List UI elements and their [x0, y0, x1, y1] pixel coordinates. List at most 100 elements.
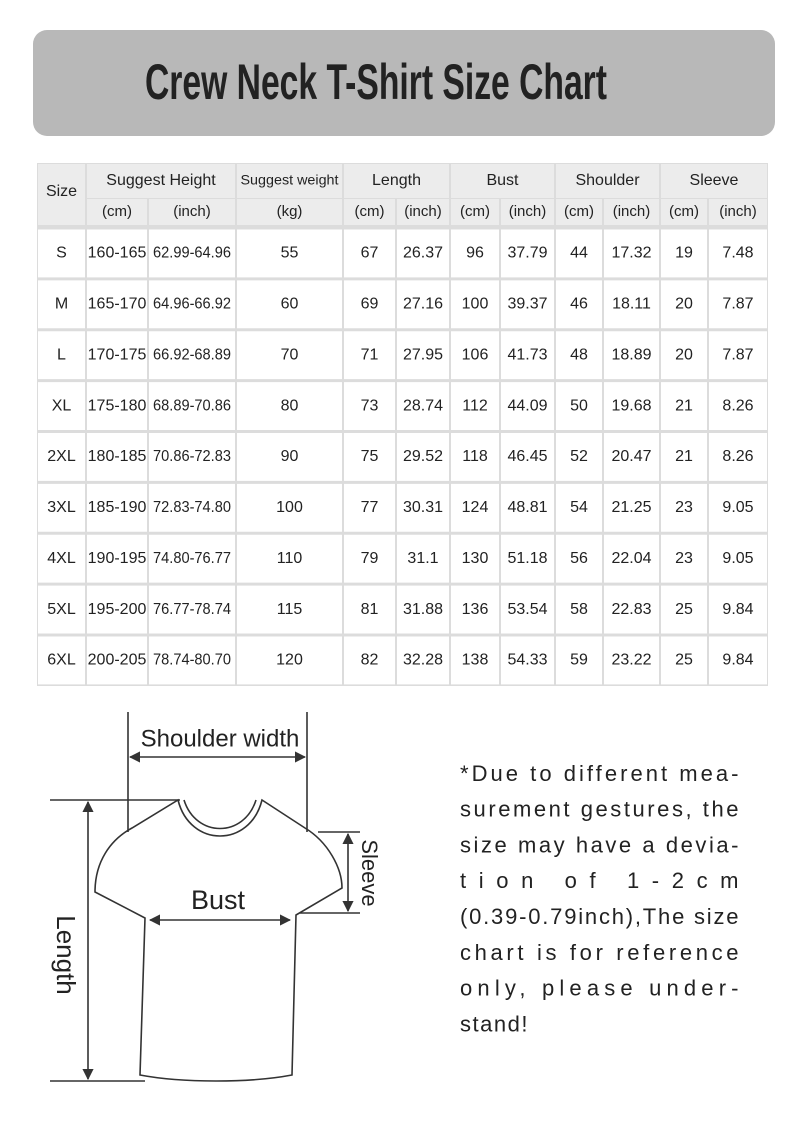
cell: [604, 382, 659, 430]
cell-value: 90: [281, 448, 299, 465]
cell: [501, 280, 554, 329]
cell: [556, 433, 602, 481]
column-header: Length: [372, 172, 421, 189]
size-label: 6XL: [47, 652, 76, 669]
cell-value: 190-195: [88, 550, 147, 567]
cell-value: 78.74-80.70: [153, 652, 231, 669]
cell-value: 76.77-78.74: [153, 601, 231, 618]
unit-label: (cm): [669, 203, 699, 220]
cell: [344, 331, 395, 380]
cell-value: 100: [462, 296, 489, 313]
cell-value: 64.96-66.92: [153, 296, 231, 313]
cell: [87, 331, 147, 380]
cell-value: 62.99-64.96: [153, 245, 231, 262]
cell-value: 69: [361, 296, 379, 313]
cell: [237, 229, 342, 278]
cell: [709, 331, 767, 380]
cell-value: 81: [361, 601, 379, 618]
cell: [661, 534, 707, 583]
header-cell: [661, 164, 767, 198]
cell-value: 75: [361, 448, 379, 465]
cell-value: 19: [675, 245, 693, 262]
cell-value: 66.92-68.89: [153, 346, 231, 363]
cell-value: 54.33: [507, 652, 547, 669]
note-line: tion of 1-2cm: [460, 868, 740, 893]
cell-value: 21.25: [611, 499, 651, 516]
cell: [661, 585, 707, 634]
cell-value: 22.04: [611, 550, 651, 567]
cell-value: 29.52: [403, 448, 443, 465]
cell-value: 195-200: [88, 601, 147, 618]
cell: [87, 229, 147, 278]
header-cell: [87, 199, 147, 225]
cell-value: 71: [361, 346, 379, 363]
cell: [709, 229, 767, 278]
note: *Due to different mea-surement gestures,…: [460, 761, 740, 1037]
shirt-diagram: Shoulder width Length Bust Sleeve: [50, 712, 382, 1082]
cell: [556, 331, 602, 380]
cell: [149, 433, 235, 481]
cell: [501, 534, 554, 583]
cell: [149, 534, 235, 583]
cell: [149, 382, 235, 430]
title-banner: [33, 30, 775, 136]
cell-value: 48: [570, 346, 588, 363]
cell: [344, 382, 395, 430]
size-label: 3XL: [47, 499, 76, 516]
shoulder-label: Shoulder width: [141, 725, 300, 752]
cell: [87, 433, 147, 481]
cell: [556, 229, 602, 278]
cell: [501, 229, 554, 278]
cell-value: 23.22: [611, 652, 651, 669]
cell: [38, 433, 85, 481]
cell-value: 37.79: [507, 245, 547, 262]
unit-label: (inch): [404, 203, 442, 220]
size-label: L: [57, 346, 66, 363]
cell-value: 82: [361, 652, 379, 669]
cell-value: 118: [462, 448, 488, 465]
cell-value: 58: [570, 601, 588, 618]
cell-value: 112: [462, 397, 488, 414]
cell: [709, 280, 767, 329]
cell-value: 7.87: [722, 346, 753, 363]
cell-value: 54: [570, 499, 588, 516]
header-cell: [87, 164, 235, 198]
cell-value: 136: [462, 601, 489, 618]
cell-value: 77: [361, 499, 379, 516]
sleeve-label: Sleeve: [357, 839, 382, 906]
cell: [604, 229, 659, 278]
cell: [709, 534, 767, 583]
cell: [451, 534, 499, 583]
cell: [709, 585, 767, 634]
cell: [709, 433, 767, 481]
cell: [38, 331, 85, 380]
cell: [501, 382, 554, 430]
cell: [38, 585, 85, 634]
cell-value: 124: [462, 499, 489, 516]
cell: [344, 280, 395, 329]
cell: [397, 433, 449, 481]
header-cell: [237, 164, 342, 198]
cell: [38, 483, 85, 532]
cell: [604, 534, 659, 583]
cell-value: 46: [570, 296, 588, 313]
cell-value: 70: [281, 346, 299, 363]
cell-value: 60: [281, 296, 299, 313]
cell: [344, 534, 395, 583]
cell-value: 18.11: [612, 296, 651, 313]
header-cell: [344, 164, 449, 198]
cell: [38, 534, 85, 583]
cell: [501, 433, 554, 481]
cell-value: 22.83: [611, 601, 651, 618]
cell-value: 160-165: [88, 245, 147, 262]
cell: [87, 636, 147, 685]
cell: [451, 229, 499, 278]
unit-label: (cm): [564, 203, 594, 220]
cell-value: 27.16: [403, 296, 443, 313]
unit-label: (kg): [277, 203, 303, 220]
title: Crew Neck T-Shirt Size Chart: [145, 54, 607, 110]
size-label: 4XL: [47, 550, 76, 567]
cell: [397, 382, 449, 430]
cell-value: 9.05: [722, 499, 753, 516]
cell: [451, 483, 499, 532]
